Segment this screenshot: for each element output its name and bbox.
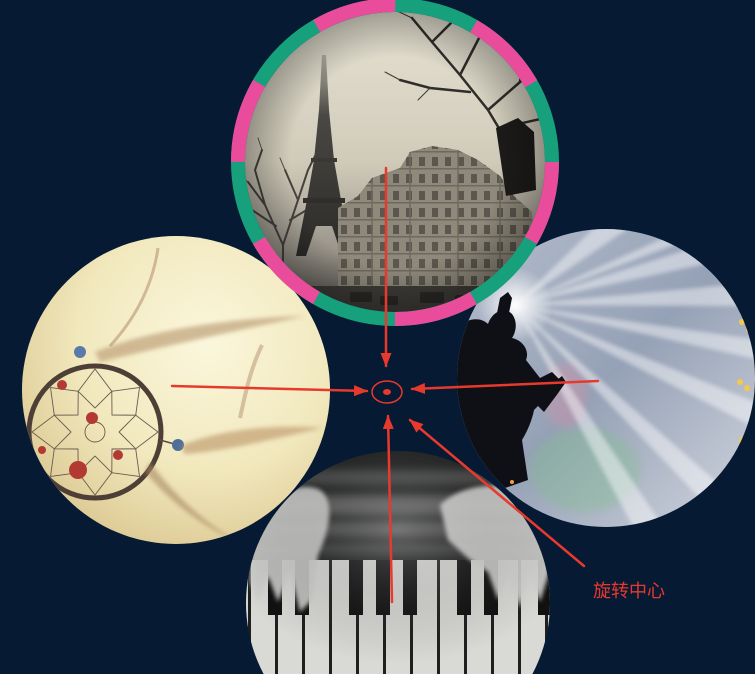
stage-light [510, 480, 514, 484]
right-feather [182, 426, 322, 454]
stage-light [737, 379, 743, 385]
blue-bead [74, 346, 86, 358]
red-bead [69, 461, 87, 479]
curled-feather [238, 344, 264, 419]
red-beads [38, 380, 123, 479]
arrows [170, 166, 600, 604]
red-bead [38, 446, 46, 454]
arrow-from-label [408, 418, 586, 568]
top-feather-strand [108, 247, 160, 348]
upper-feather [95, 316, 305, 362]
dream-catcher-hoop [26, 363, 164, 501]
crowd-silhouette [457, 310, 560, 500]
stage-light [744, 385, 750, 391]
arrow-from-bottom [382, 414, 394, 604]
arrow-from-left [170, 384, 369, 397]
raised-hand [536, 376, 566, 412]
green-haze [530, 428, 640, 512]
raised-arm [496, 292, 512, 318]
ring-dash [231, 0, 559, 326]
red-bead [86, 412, 98, 424]
dream-catcher-web [31, 368, 159, 496]
blue-bead [172, 439, 184, 451]
dream-catcher-photo [22, 236, 330, 544]
rotation-center-label: 旋转中心 [593, 581, 665, 602]
arrow-from-right [410, 379, 600, 394]
red-bead [57, 380, 67, 390]
dangling-feather [145, 462, 238, 542]
photo-vignette [245, 12, 545, 312]
rotation-center-marker [371, 380, 403, 404]
eiffel-tower-photo [245, 12, 545, 312]
center-ring [371, 380, 403, 404]
red-bead [113, 450, 123, 460]
light-rays [515, 229, 755, 527]
center-dot [383, 389, 391, 395]
